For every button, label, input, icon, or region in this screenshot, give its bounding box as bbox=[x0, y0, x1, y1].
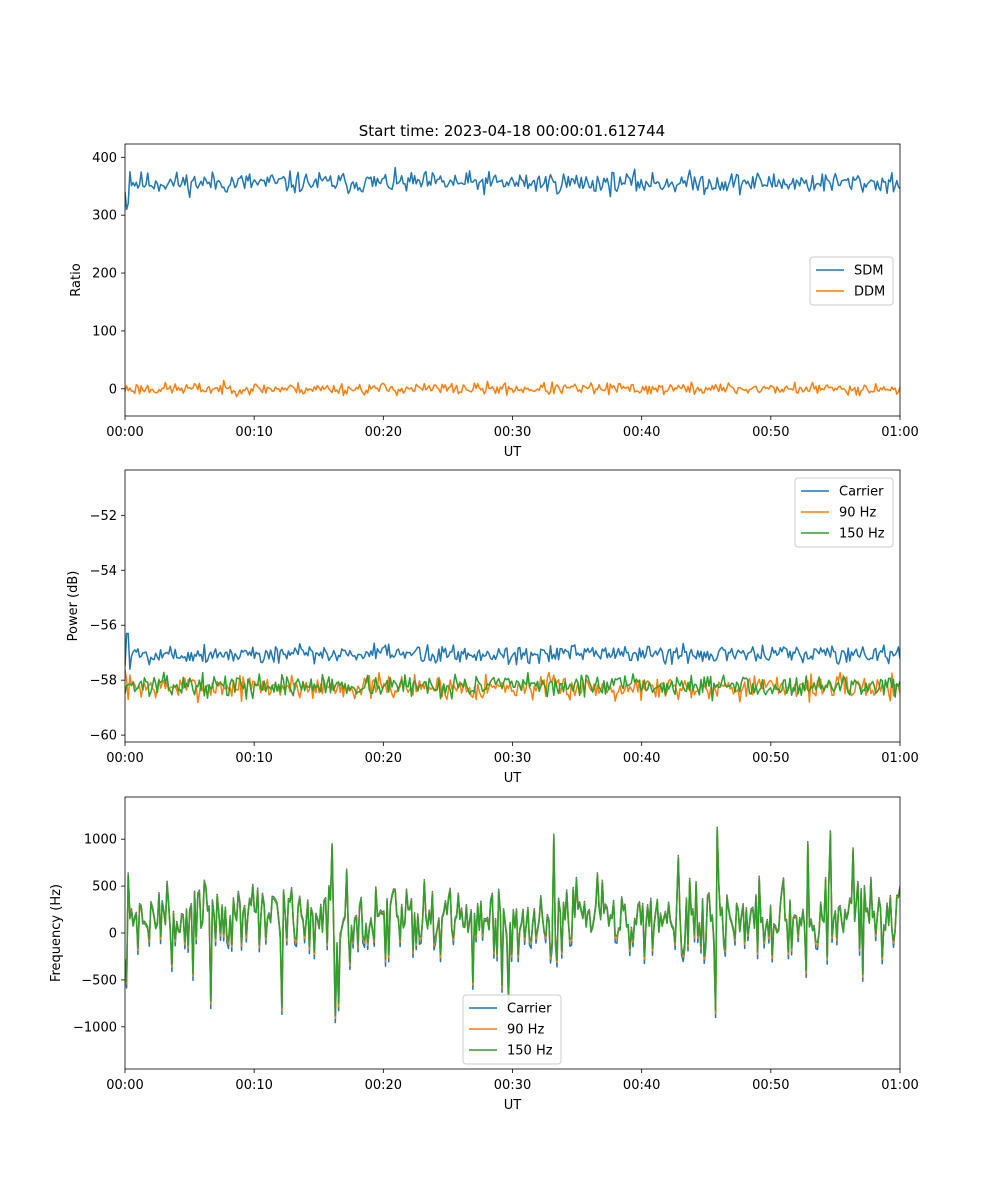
y-axis-label: Power (dB) bbox=[66, 571, 81, 642]
legend-label: Carrier bbox=[507, 1002, 552, 1017]
series-line-carrier bbox=[125, 632, 900, 670]
x-tick-label: 00:40 bbox=[623, 425, 660, 440]
y-tick-label: 0 bbox=[109, 382, 117, 397]
legend-box bbox=[462, 994, 562, 1065]
legend: Carrier 90 Hz 150 Hz bbox=[794, 477, 894, 548]
legend-label: 150 Hz bbox=[507, 1044, 553, 1059]
x-tick-label: 00:20 bbox=[365, 751, 402, 766]
y-tick-label: 300 bbox=[92, 209, 117, 224]
legend-label: 90 Hz bbox=[839, 506, 876, 521]
x-axis-label: UT bbox=[504, 771, 522, 786]
series-group bbox=[125, 826, 900, 1024]
x-tick-label: 00:00 bbox=[106, 1078, 143, 1093]
y-tick-label: −54 bbox=[90, 564, 117, 579]
series-line-90-hz bbox=[125, 669, 900, 704]
y-axis-label: Ratio bbox=[69, 263, 84, 296]
y-tick-label: −52 bbox=[90, 509, 117, 524]
y-tick-label: 100 bbox=[92, 324, 117, 339]
x-tick-label: 00:20 bbox=[365, 1078, 402, 1093]
x-tick-label: 00:00 bbox=[106, 425, 143, 440]
legend: Carrier 90 Hz 150 Hz bbox=[462, 994, 562, 1065]
x-tick-label: 00:40 bbox=[623, 751, 660, 766]
legend: SDM DDM bbox=[809, 256, 894, 306]
x-tick-label: 00:50 bbox=[752, 425, 789, 440]
ratio-chart: 00:00 00:10 00:20 00:30 00:40 00:50 01:00 0 100 2… bbox=[69, 143, 919, 460]
y-tick-label: 500 bbox=[92, 880, 117, 895]
y-tick-label: 0 bbox=[109, 927, 117, 942]
series-line-150-hz bbox=[125, 828, 900, 1017]
x-tick-label: 00:10 bbox=[235, 425, 272, 440]
y-tick-label: −500 bbox=[81, 973, 117, 988]
frequency-chart: 00:00 00:10 00:20 00:30 00:40 00:50 01:00 −1000… bbox=[49, 796, 919, 1113]
series-line-sdm bbox=[125, 166, 900, 211]
legend-label: Carrier bbox=[839, 485, 884, 500]
x-tick-label: 00:20 bbox=[365, 425, 402, 440]
y-tick-label: 400 bbox=[92, 151, 117, 166]
x-tick-label: 01:00 bbox=[881, 425, 918, 440]
legend-box bbox=[809, 256, 894, 306]
legend-label: DDM bbox=[854, 285, 885, 300]
series-group bbox=[125, 632, 900, 704]
x-axis-label: UT bbox=[504, 445, 522, 460]
x-tick-label: 01:00 bbox=[881, 1078, 918, 1093]
y-axis-label: Frequency (Hz) bbox=[49, 884, 64, 982]
x-tick-label: 00:40 bbox=[623, 1078, 660, 1093]
x-axis-label: UT bbox=[504, 1098, 522, 1113]
legend-box bbox=[794, 477, 894, 548]
y-tick-label: 200 bbox=[92, 267, 117, 282]
legend-label: 150 Hz bbox=[839, 527, 885, 542]
x-tick-label: 00:10 bbox=[235, 1078, 272, 1093]
y-tick-label: 1000 bbox=[84, 833, 117, 848]
y-tick-label: −1000 bbox=[73, 1020, 117, 1035]
y-tick-label: −56 bbox=[90, 619, 117, 634]
x-tick-label: 00:10 bbox=[235, 751, 272, 766]
figure-title: Start time: 2023-04-18 00:00:01.612744 bbox=[359, 122, 665, 140]
legend-label: 90 Hz bbox=[507, 1023, 544, 1038]
x-tick-label: 00:30 bbox=[494, 1078, 531, 1093]
power-chart: 00:00 00:10 00:20 00:30 00:40 00:50 01:00 −60 −5… bbox=[66, 469, 919, 786]
x-tick-label: 00:00 bbox=[106, 751, 143, 766]
series-line-150-hz bbox=[125, 671, 900, 702]
series-group bbox=[125, 166, 900, 398]
y-tick-label: −60 bbox=[90, 729, 117, 744]
x-tick-label: 00:30 bbox=[494, 425, 531, 440]
y-tick-label: −58 bbox=[90, 674, 117, 689]
x-tick-label: 00:50 bbox=[752, 751, 789, 766]
x-tick-label: 00:30 bbox=[494, 751, 531, 766]
series-line-ddm bbox=[125, 379, 900, 398]
legend-label: SDM bbox=[854, 264, 883, 279]
x-tick-label: 00:50 bbox=[752, 1078, 789, 1093]
x-tick-label: 01:00 bbox=[881, 751, 918, 766]
